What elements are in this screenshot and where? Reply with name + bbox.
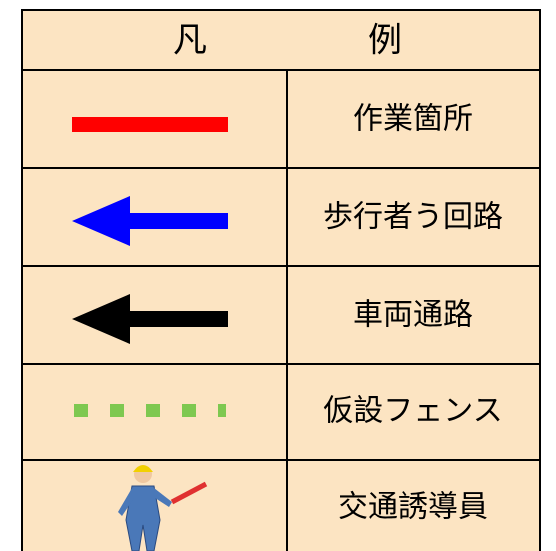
header-title: 例 (368, 21, 402, 61)
row-label: 仮設フェンス (323, 394, 502, 429)
detour-arrow (72, 196, 228, 246)
row-label: 交通誘導員 (338, 490, 488, 525)
baton (170, 481, 208, 505)
fence-dash (74, 404, 88, 417)
row-label: 歩行者う回路 (323, 200, 503, 235)
fence-symbol (74, 404, 226, 417)
fence-dash (110, 404, 124, 417)
fence-dash (146, 404, 160, 417)
row-label: 作業箇所 (353, 102, 473, 137)
arm (152, 488, 172, 507)
grid (22, 69, 540, 551)
helmet (133, 465, 153, 472)
vehicle-arrow (72, 294, 228, 344)
body (125, 485, 161, 551)
guard-icon (118, 465, 208, 551)
arm (118, 488, 134, 516)
fence-dash (218, 404, 226, 417)
legend-frame (21, 9, 541, 551)
row-label: 車両通路 (353, 298, 473, 333)
work-area-symbol (72, 117, 228, 132)
header-title: 凡 (173, 21, 207, 61)
fence-dash (182, 404, 196, 417)
